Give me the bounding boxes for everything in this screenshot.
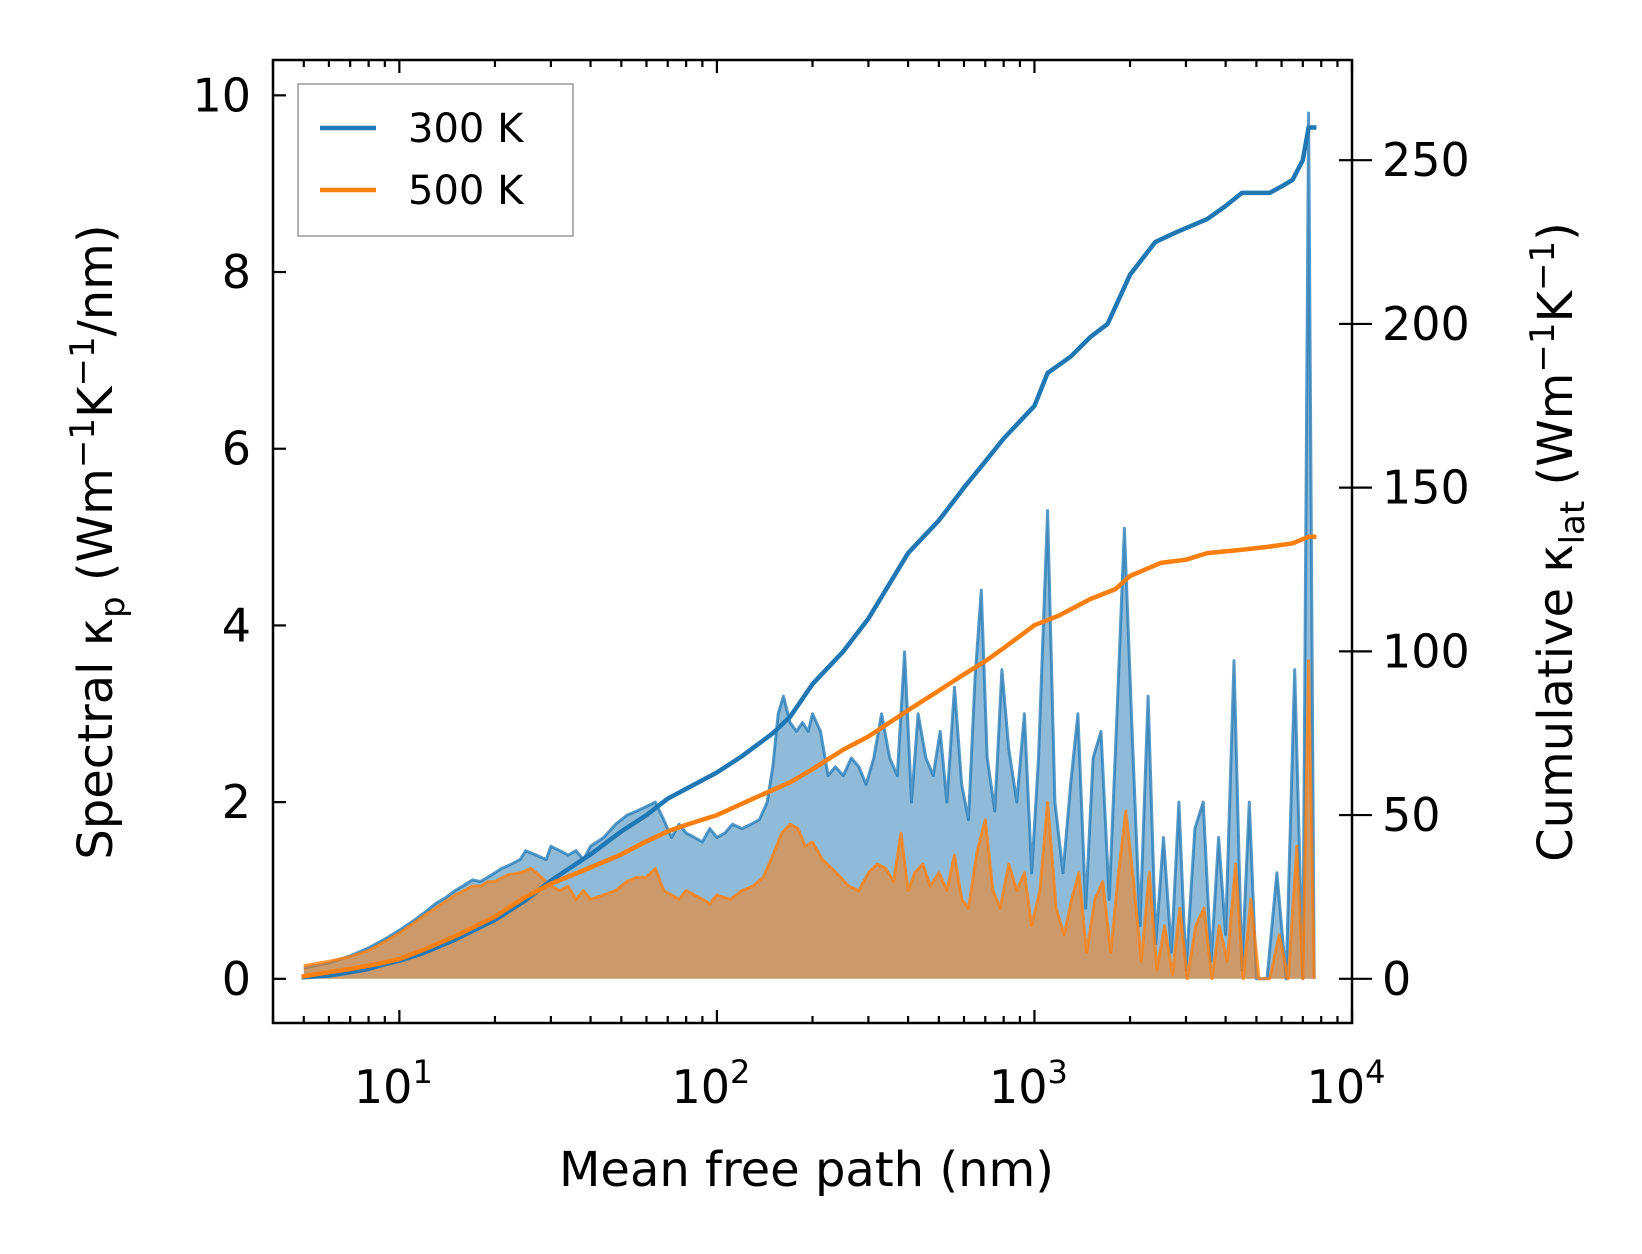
y-left-axis-label: Spectral κp (Wm−1K−1/nm) [63, 224, 133, 859]
x-tick-label: 104 [1307, 1053, 1386, 1114]
y-right-tick-label: 250 [1382, 133, 1470, 187]
legend-label-300k: 300 K [408, 106, 525, 152]
axis-labels: Mean free path (nm) Spectral κp (Wm−1K−1/… [63, 222, 1593, 1198]
spectral-outline-500k [303, 659, 1316, 981]
cumulative-line-300k [301, 125, 1317, 980]
y-right-axis-label: Cumulative κlat (Wm−1K−1) [1523, 222, 1593, 862]
y-right-tick-label: 50 [1382, 788, 1441, 842]
y-left-tick-label: 0 [222, 952, 251, 1006]
cumulative-lines [301, 125, 1317, 980]
y-left-tick-label: 4 [222, 598, 251, 652]
y-left-tick-label: 6 [222, 422, 251, 476]
spectral-outline-300k [303, 111, 1316, 981]
x-axis-label: Mean free path (nm) [559, 1142, 1054, 1198]
x-tick-label: 102 [671, 1053, 750, 1114]
legend-label-500k: 500 K [408, 168, 525, 214]
x-tick-label: 103 [989, 1053, 1068, 1114]
y-right-tick-label: 200 [1382, 297, 1470, 351]
legend: 300 K 500 K [297, 83, 574, 237]
spectral-fill-500k [303, 660, 1315, 979]
y-left-tick-label: 8 [222, 245, 251, 299]
y-left-tick-label: 10 [192, 68, 251, 122]
y-right-tick-label: 100 [1382, 624, 1470, 678]
x-tick-label: 101 [354, 1053, 433, 1114]
y-right-tick-label: 150 [1382, 461, 1470, 515]
y-right-tick-label: 0 [1382, 952, 1411, 1006]
y-left-tick-label: 2 [222, 775, 251, 829]
cumulative-line-500k [301, 534, 1317, 979]
legend-box [297, 83, 574, 237]
spectral-fill-300k [303, 113, 1315, 979]
spectral-fills [303, 111, 1316, 981]
